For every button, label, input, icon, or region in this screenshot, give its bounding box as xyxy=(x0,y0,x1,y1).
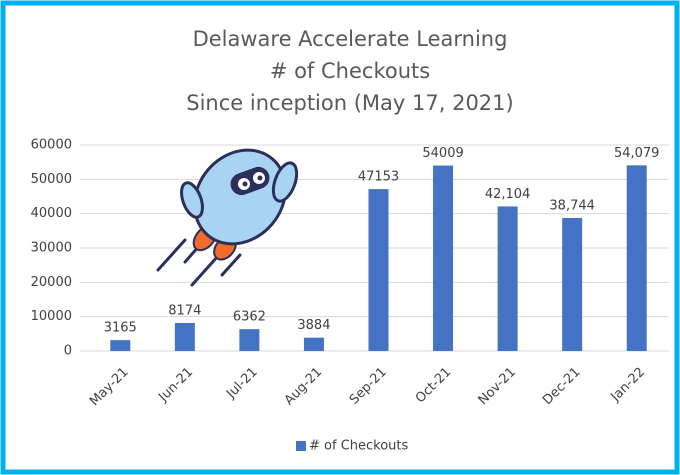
y-tick-label: 0 xyxy=(64,344,72,359)
y-tick-label: 50000 xyxy=(31,172,72,187)
value-label: 38,744 xyxy=(549,198,595,213)
value-label: 42,104 xyxy=(485,187,531,202)
value-label: 54009 xyxy=(422,146,463,161)
value-label: 3884 xyxy=(297,318,330,333)
bar xyxy=(369,189,389,351)
bar xyxy=(433,166,453,351)
value-label: 3165 xyxy=(104,321,137,336)
legend-swatch xyxy=(296,441,306,451)
bar xyxy=(498,206,518,351)
y-tick-label: 30000 xyxy=(31,241,72,256)
bar xyxy=(175,323,195,351)
page: Delaware Accelerate Learning # of Checkou… xyxy=(0,0,680,475)
title-line: Delaware Accelerate Learning xyxy=(193,27,508,51)
bar xyxy=(562,218,582,351)
value-label: 54,079 xyxy=(614,146,660,161)
title-line: Since inception (May 17, 2021) xyxy=(186,91,513,115)
y-tick-label: 10000 xyxy=(31,309,72,324)
chart: Delaware Accelerate Learning # of Checkou… xyxy=(0,0,680,475)
y-tick-label: 20000 xyxy=(31,275,72,290)
bar xyxy=(304,338,324,351)
title-line: # of Checkouts xyxy=(270,59,430,83)
bar xyxy=(110,340,130,351)
value-label: 47153 xyxy=(358,170,399,185)
legend-label: # of Checkouts xyxy=(309,439,409,454)
bar xyxy=(627,165,647,351)
y-tick-label: 60000 xyxy=(31,138,72,153)
value-label: 6362 xyxy=(233,310,266,325)
value-label: 8174 xyxy=(168,303,201,318)
y-tick-label: 40000 xyxy=(31,206,72,221)
bar xyxy=(239,329,259,351)
